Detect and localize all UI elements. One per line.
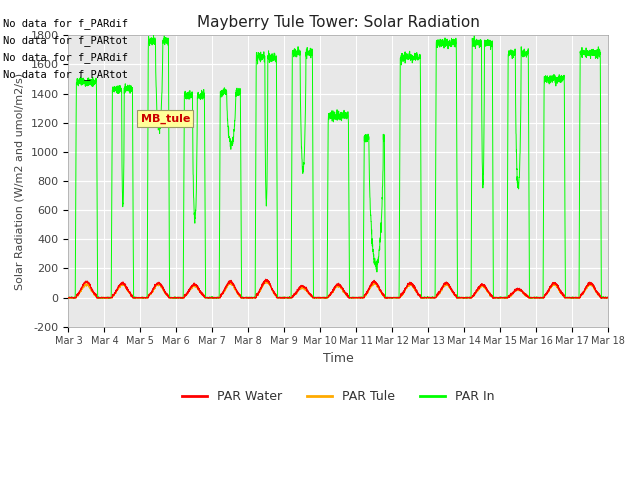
Title: Mayberry Tule Tower: Solar Radiation: Mayberry Tule Tower: Solar Radiation [196, 15, 479, 30]
Text: MB_tule: MB_tule [141, 113, 190, 124]
Text: No data for f_PARdif: No data for f_PARdif [3, 18, 128, 29]
X-axis label: Time: Time [323, 352, 354, 365]
Text: No data for f_PARdif: No data for f_PARdif [3, 52, 128, 63]
Legend: PAR Water, PAR Tule, PAR In: PAR Water, PAR Tule, PAR In [177, 385, 500, 408]
Y-axis label: Solar Radiation (W/m2 and umol/m2/s): Solar Radiation (W/m2 and umol/m2/s) [15, 72, 25, 289]
Text: No data for f_PARtot: No data for f_PARtot [3, 69, 128, 80]
Text: No data for f_PARtot: No data for f_PARtot [3, 35, 128, 46]
